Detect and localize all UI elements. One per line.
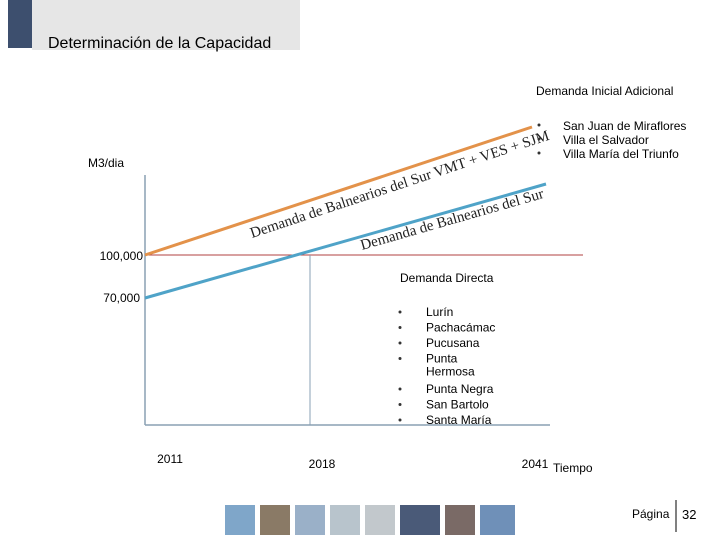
list-item: San Bartolo (426, 398, 489, 412)
lower-demand-line (144, 182, 547, 300)
photo (445, 505, 475, 535)
page-number: 32 (682, 507, 696, 522)
list-item: Villa María del Triunfo (563, 147, 679, 161)
page-label: Página (632, 507, 670, 521)
bullet (537, 151, 541, 155)
title: Determinación de la Capacidad (48, 35, 271, 52)
list-item: Lurín (426, 305, 453, 319)
footer-images (225, 505, 515, 535)
bullet (398, 357, 402, 360)
y-tick-label: 70,000 (103, 291, 140, 305)
bullet (398, 403, 402, 406)
bullet (537, 123, 541, 127)
bullet (398, 341, 402, 345)
header-block (8, 0, 32, 48)
direct-title: Demanda Directa (400, 271, 494, 285)
y-tick-label: 100,000 (100, 249, 144, 263)
list-item: Pucusana (426, 336, 480, 350)
list-item: San Juan de Miraflores (563, 119, 686, 133)
bullet (398, 418, 402, 422)
list-item: Pachacámac (426, 321, 495, 335)
photo (365, 505, 395, 535)
list-item: Punta Negra (426, 382, 494, 396)
photo (295, 505, 325, 535)
y-label: M3/dia (88, 156, 124, 170)
x-tick-label: 2011 (157, 452, 183, 466)
list-item: Punta Hermosa (426, 352, 475, 379)
list-item: Santa María (426, 413, 492, 427)
photo (400, 505, 440, 535)
additional-title: Demanda Inicial Adicional (536, 84, 673, 98)
bullet (398, 326, 402, 329)
upper-demand-line (144, 125, 533, 257)
bullet (398, 310, 402, 314)
photo (330, 505, 360, 535)
bullet (537, 137, 541, 141)
x-tick-label: 2018 (309, 457, 336, 471)
photo (480, 505, 515, 535)
x-tick-label: 2041 (522, 457, 549, 471)
photo (260, 505, 290, 535)
x-label: Tiempo (553, 461, 593, 475)
list-item: Villa el Salvador (563, 133, 649, 147)
bullet (398, 387, 402, 391)
photo (225, 505, 255, 535)
header-band (32, 0, 300, 50)
